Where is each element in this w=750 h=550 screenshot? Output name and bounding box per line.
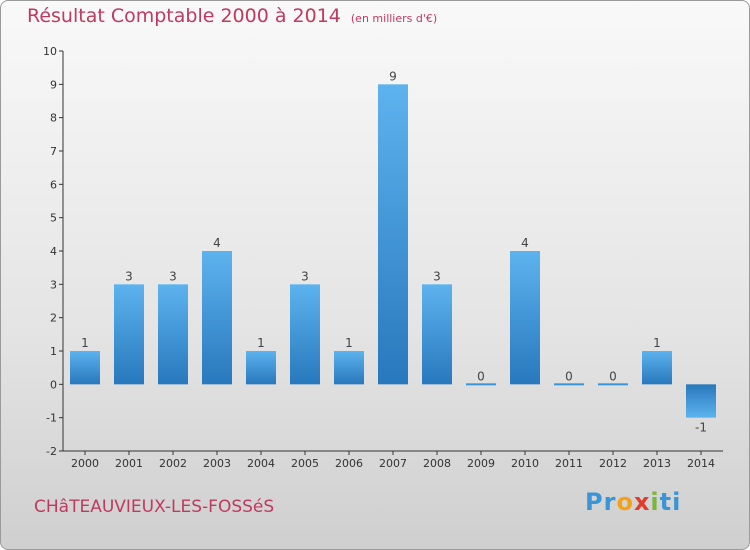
x-tick-label: 2001 <box>115 457 143 470</box>
x-tick-label: 2007 <box>379 457 407 470</box>
x-tick-label: 2011 <box>555 457 583 470</box>
data-label: 0 <box>565 369 573 383</box>
bar <box>642 351 672 385</box>
bar <box>378 84 408 385</box>
logo-letter: r <box>603 488 617 516</box>
data-label: 3 <box>301 269 309 283</box>
chart-subtitle: (en milliers d'€) <box>350 12 438 25</box>
y-tick-label: 3 <box>50 278 57 291</box>
data-label: 0 <box>609 369 617 383</box>
x-tick-label: 2012 <box>599 457 627 470</box>
logo-letter: P <box>585 488 604 516</box>
x-tick-label: 2005 <box>291 457 319 470</box>
bar <box>554 383 584 386</box>
x-tick-label: 2006 <box>335 457 363 470</box>
bar <box>202 251 232 385</box>
data-label: 3 <box>433 269 441 283</box>
logo-letter: o <box>616 488 634 516</box>
y-tick-label: 8 <box>50 112 57 125</box>
chart-header: Résultat Comptable 2000 à 2014 (en millie… <box>27 5 437 27</box>
bar <box>598 383 628 386</box>
x-tick-label: 2009 <box>467 457 495 470</box>
bar <box>334 351 364 385</box>
y-tick-label: 7 <box>50 145 57 158</box>
commune-name: CHâTEAUVIEUX-LES-FOSSéS <box>34 497 275 517</box>
data-label: 9 <box>389 69 397 83</box>
logo-letter: t <box>659 488 673 516</box>
data-label: 1 <box>81 336 89 350</box>
data-label: 3 <box>169 269 177 283</box>
x-tick-label: 2014 <box>687 457 715 470</box>
bar <box>158 284 188 385</box>
y-tick-label: 5 <box>50 212 57 225</box>
y-tick-label: 1 <box>50 345 57 358</box>
y-tick-label: 6 <box>50 178 57 191</box>
data-label: 1 <box>345 336 353 350</box>
bar <box>290 284 320 385</box>
bar <box>510 251 540 385</box>
x-tick-label: 2003 <box>203 457 231 470</box>
x-tick-label: 2004 <box>247 457 275 470</box>
x-tick-label: 2010 <box>511 457 539 470</box>
bar <box>686 384 716 418</box>
logo-letter: i <box>672 488 682 516</box>
data-label: 4 <box>213 236 221 250</box>
y-tick-label: 2 <box>50 312 57 325</box>
x-tick-label: 2000 <box>71 457 99 470</box>
x-tick-label: 2002 <box>159 457 187 470</box>
y-tick-label: 9 <box>50 78 57 91</box>
data-label: 1 <box>653 336 661 350</box>
x-tick-label: 2013 <box>643 457 671 470</box>
y-tick-label: 4 <box>50 245 57 258</box>
data-label: 3 <box>125 269 133 283</box>
y-tick-label: -1 <box>46 412 57 425</box>
bar <box>466 383 496 386</box>
y-tick-label: -2 <box>46 445 57 458</box>
proxiti-logo: Proxiti <box>585 488 681 516</box>
bar <box>422 284 452 385</box>
bar <box>70 351 100 385</box>
logo-letter: x <box>633 488 651 516</box>
data-label: 4 <box>521 236 529 250</box>
bar <box>114 284 144 385</box>
data-label: 1 <box>257 336 265 350</box>
chart-title: Résultat Comptable 2000 à 2014 <box>27 5 341 27</box>
y-tick-label: 0 <box>50 378 57 391</box>
data-label: 0 <box>477 369 485 383</box>
data-label: -1 <box>695 421 707 435</box>
y-tick-label: 10 <box>43 45 57 58</box>
x-tick-label: 2008 <box>423 457 451 470</box>
logo-letter: i <box>650 488 660 516</box>
bar <box>246 351 276 385</box>
